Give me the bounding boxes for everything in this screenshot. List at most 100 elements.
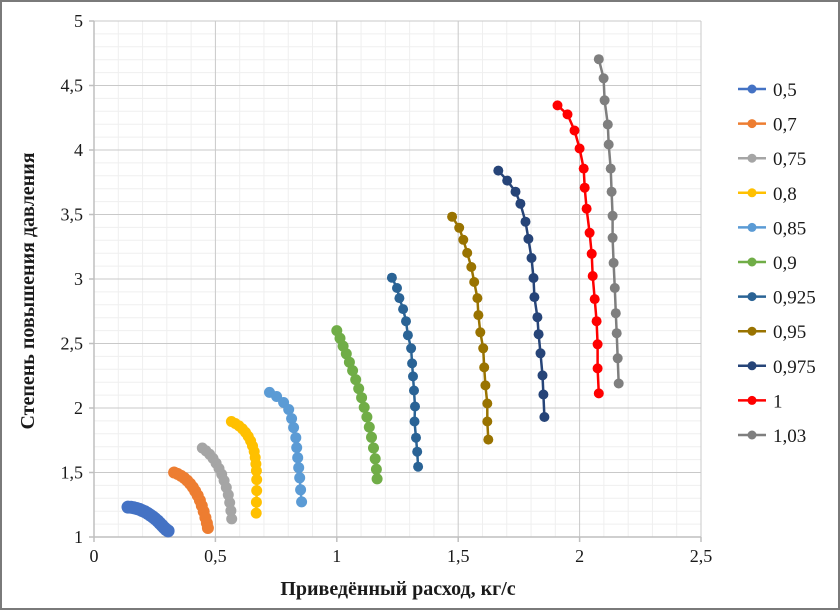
y-tick-label: 3 [74, 269, 83, 289]
series-0-975-marker [493, 165, 504, 176]
series-1-03-marker [598, 73, 609, 84]
series-0-925-marker [411, 432, 421, 443]
legend-marker-swatch [747, 292, 757, 302]
series-0-925-marker [413, 461, 424, 472]
series-0-5 [121, 500, 175, 538]
legend-item-label: 0,7 [773, 115, 797, 136]
series-0-975-marker [535, 348, 546, 359]
legend-marker-swatch [747, 326, 757, 336]
series-0-85-marker [290, 432, 302, 444]
series-0-95-marker [469, 277, 480, 287]
series-0-95-marker [473, 310, 484, 321]
series-0-975-marker [520, 216, 531, 227]
legend-item-1-03: 1,03 [738, 426, 806, 447]
series-0-8-marker [251, 474, 263, 486]
series-0-85-marker [292, 452, 304, 464]
legend-item-label: 1 [773, 391, 783, 412]
x-axis-title: Приведённый расход, кг/с [280, 578, 515, 600]
series-0-9 [331, 325, 383, 485]
x-tick-label: 2,5 [690, 546, 713, 566]
series-0-85-marker [283, 404, 295, 415]
major-gridlines [93, 20, 702, 538]
series-0-75-marker [226, 513, 238, 525]
series-1-marker [578, 163, 589, 174]
series-0-95-marker [475, 327, 486, 338]
series-0-975-marker [529, 292, 540, 303]
series-0-95-marker [480, 380, 491, 391]
legend-marker-swatch [747, 153, 757, 163]
series-0-925-marker [412, 446, 423, 457]
series-0-9-marker [347, 365, 359, 377]
series-0-975 [493, 165, 550, 422]
legend-item-label: 0,975 [773, 357, 816, 378]
legend-item-0-925: 0,925 [738, 288, 816, 309]
legend: 0,5 0,7 0,75 0,8 0,85 0,9 0,925 0,95 0,975 1 1,03 [738, 80, 816, 447]
series-0-9-marker [371, 473, 383, 485]
series-0-9-marker [350, 374, 362, 386]
series-1-03-marker [606, 186, 617, 197]
legend-marker-swatch [747, 222, 757, 232]
series-1-marker [562, 109, 573, 120]
legend-item-label: 0,75 [773, 149, 806, 170]
series-1-03-marker [593, 54, 604, 65]
x-tick-label: 2 [575, 546, 584, 566]
y-tick-label: 3,5 [61, 205, 84, 225]
series-0-9-marker [340, 348, 352, 360]
series-0-95-marker [482, 398, 493, 409]
series-1-03-marker [610, 308, 621, 319]
series-0-75-marker [224, 497, 236, 509]
series-0-975-marker [528, 273, 539, 283]
series-0-925-marker [408, 371, 418, 382]
y-tick-label: 4 [74, 140, 83, 160]
legend-marker-swatch [747, 430, 757, 440]
series-0-85-marker [296, 496, 308, 508]
series-0-975-marker [510, 186, 521, 197]
series-1-03-marker [603, 139, 614, 150]
series-0-85 [264, 386, 308, 508]
series-1-marker [591, 316, 602, 327]
series-0-9-marker [368, 442, 379, 454]
series-1-marker [589, 294, 600, 305]
series-0-975-marker [532, 312, 543, 323]
series-0-95-marker [479, 362, 490, 373]
x-tick-label: 1 [332, 546, 341, 566]
series-0-8-marker [251, 485, 263, 497]
series-0-95-marker [454, 222, 465, 233]
tick-marks [89, 20, 702, 542]
series-0-95-marker [478, 343, 489, 354]
x-tick-label: 0,5 [204, 546, 227, 566]
series-0-95-marker [458, 234, 469, 245]
series-0-8-marker [250, 507, 262, 519]
series-0-925-marker [409, 385, 419, 396]
legend-item-0-75: 0,75 [738, 149, 806, 170]
series-1-marker [592, 363, 603, 374]
series-0-7 [168, 466, 214, 534]
legend-item-label: 1,03 [773, 426, 806, 447]
series-1-marker [581, 203, 592, 214]
series-1-03-marker [602, 119, 613, 130]
series-0-95-marker [447, 211, 458, 222]
series-0-85-marker [295, 484, 307, 496]
series-0-95-marker [483, 434, 494, 445]
series-0-925-marker [401, 316, 411, 327]
series-0-85-marker [286, 413, 298, 425]
series-0-925-marker [406, 343, 417, 354]
series-1-03-marker [609, 283, 620, 293]
series-0-85-marker [294, 472, 306, 484]
legend-item-label: 0,9 [773, 253, 797, 274]
series-0-95-marker [466, 262, 477, 272]
series-1-marker [592, 339, 603, 350]
series-0-95-marker [472, 293, 483, 304]
legend-item-0-85: 0,85 [738, 218, 806, 239]
y-tick-label: 1,5 [61, 463, 84, 483]
y-tick-label: 2,5 [61, 334, 84, 354]
legend-marker-swatch [747, 361, 757, 371]
series-1-marker [552, 100, 563, 111]
series-0-925-marker [409, 416, 420, 427]
legend-item-label: 0,85 [773, 218, 806, 239]
series-0-8 [225, 416, 263, 519]
series-0-85-marker [291, 442, 303, 454]
legend-item-0-975: 0,975 [738, 357, 816, 378]
series-0-95-marker [462, 247, 473, 258]
series-1-03-marker [599, 95, 610, 106]
